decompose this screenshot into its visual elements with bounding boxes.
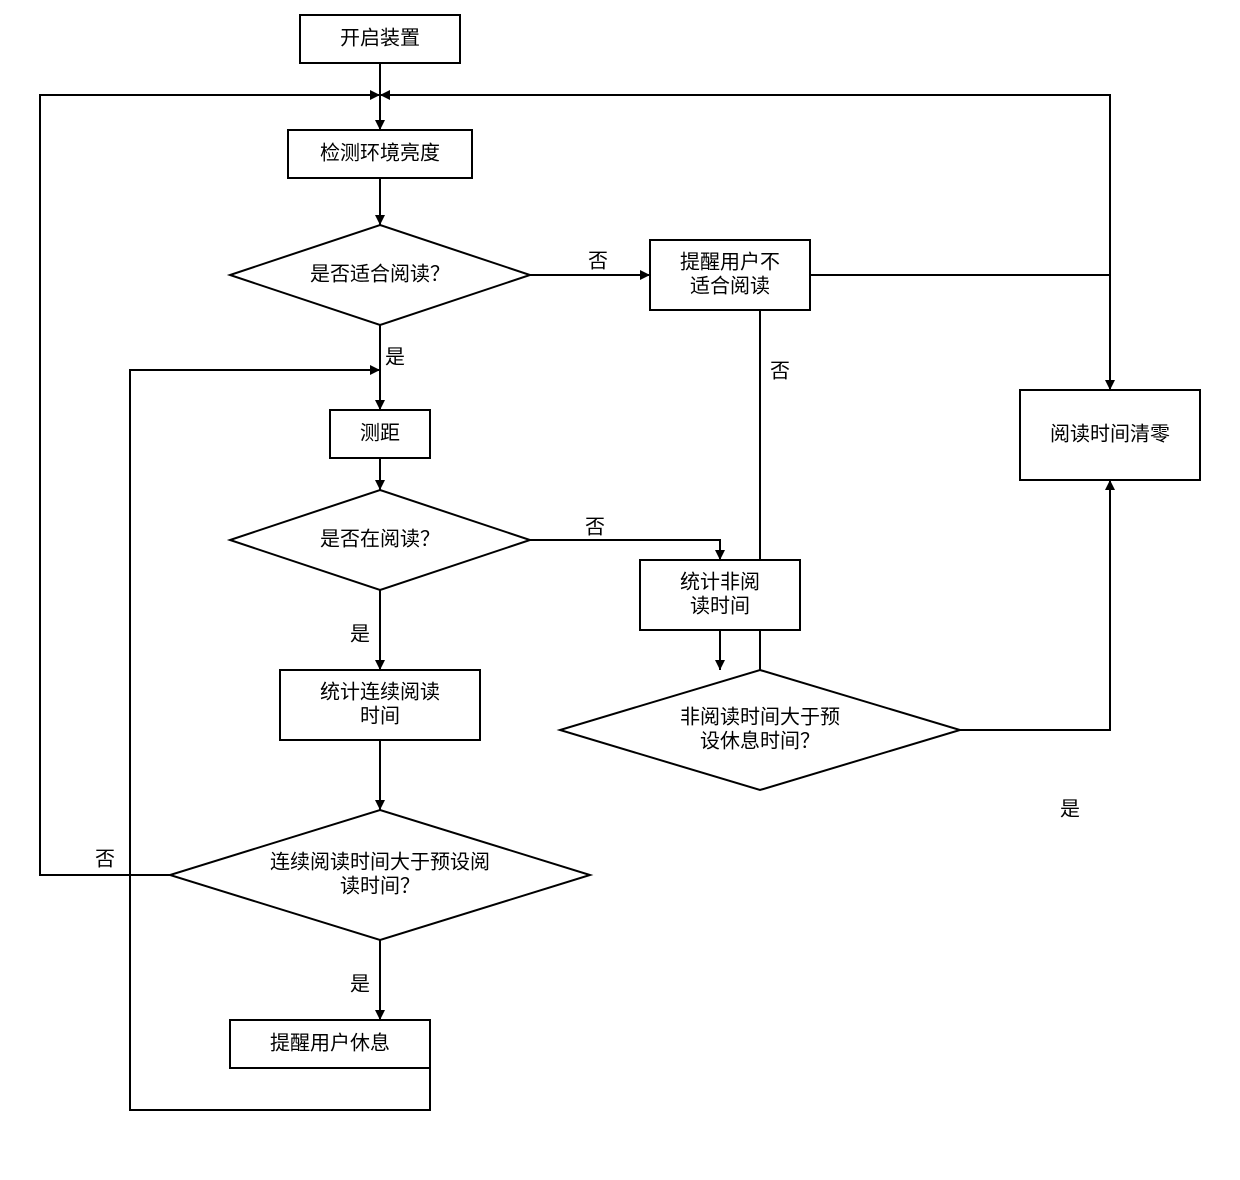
edge-label-14: 否	[95, 848, 115, 870]
node-rest: 提醒用户休息	[230, 1020, 430, 1068]
node-detect: 检测环境亮度	[288, 130, 472, 178]
edge-label-11: 否	[770, 360, 790, 382]
edge-label-2: 否	[588, 250, 608, 272]
node-dist: 测距	[330, 410, 430, 458]
edge-label-4: 是	[385, 346, 405, 368]
node-text-suit-0: 是否适合阅读？	[310, 262, 450, 285]
edge-label-13: 是	[350, 973, 370, 995]
node-nrtime: 非阅读时间大于预设休息时间？	[560, 670, 960, 790]
node-text-rtime-0: 连续阅读时间大于预设阅	[270, 850, 490, 873]
node-clear: 阅读时间清零	[1020, 390, 1200, 480]
node-text-statNR-0: 统计非阅	[680, 570, 760, 593]
node-text-remind1-0: 提醒用户不	[680, 250, 780, 273]
edge-label-8: 否	[585, 516, 605, 538]
node-text-rest-0: 提醒用户休息	[270, 1031, 390, 1054]
node-text-statR-1: 时间	[360, 704, 400, 727]
node-statNR: 统计非阅读时间	[640, 560, 800, 630]
edge-8	[530, 540, 720, 560]
node-text-remind1-1: 适合阅读	[690, 274, 770, 297]
node-remind1: 提醒用户不适合阅读	[650, 240, 810, 310]
edge-label-6: 是	[350, 623, 370, 645]
edge-14	[40, 95, 380, 875]
edge-label-12: 是	[1060, 798, 1080, 820]
node-suit: 是否适合阅读？	[230, 225, 530, 325]
node-text-nrtime-0: 非阅读时间大于预	[680, 705, 840, 728]
edge-12	[960, 480, 1110, 730]
nodes-group: 开启装置检测环境亮度是否适合阅读？ 提醒用户不适合阅读测距是否在阅读？ 统计连续阅读…	[170, 15, 1200, 1068]
node-text-statNR-1: 读时间	[690, 594, 750, 617]
node-text-reading-0: 是否在阅读？	[320, 527, 440, 550]
flowchart-svg: 否是是否否是是否开启装置检测环境亮度是否适合阅读？提醒用户不适合阅读测距是否在阅…	[0, 0, 1240, 1180]
node-text-detect-0: 检测环境亮度	[320, 141, 440, 164]
node-text-clear-0: 阅读时间清零	[1050, 422, 1170, 445]
edges-group: 否是是否否是是否	[40, 63, 1110, 1110]
edge-3	[810, 275, 1110, 390]
node-rtime: 连续阅读时间大于预设阅读时间？	[170, 810, 590, 940]
node-text-start-0: 开启装置	[340, 26, 420, 49]
node-text-nrtime-1: 设休息时间？	[700, 729, 820, 752]
node-statR: 统计连续阅读时间	[280, 670, 480, 740]
node-text-dist-0: 测距	[360, 421, 400, 444]
node-start: 开启装置	[300, 15, 460, 63]
node-reading: 是否在阅读？	[230, 490, 530, 590]
node-text-statR-0: 统计连续阅读	[320, 680, 440, 703]
node-text-rtime-1: 读时间？	[340, 874, 420, 897]
